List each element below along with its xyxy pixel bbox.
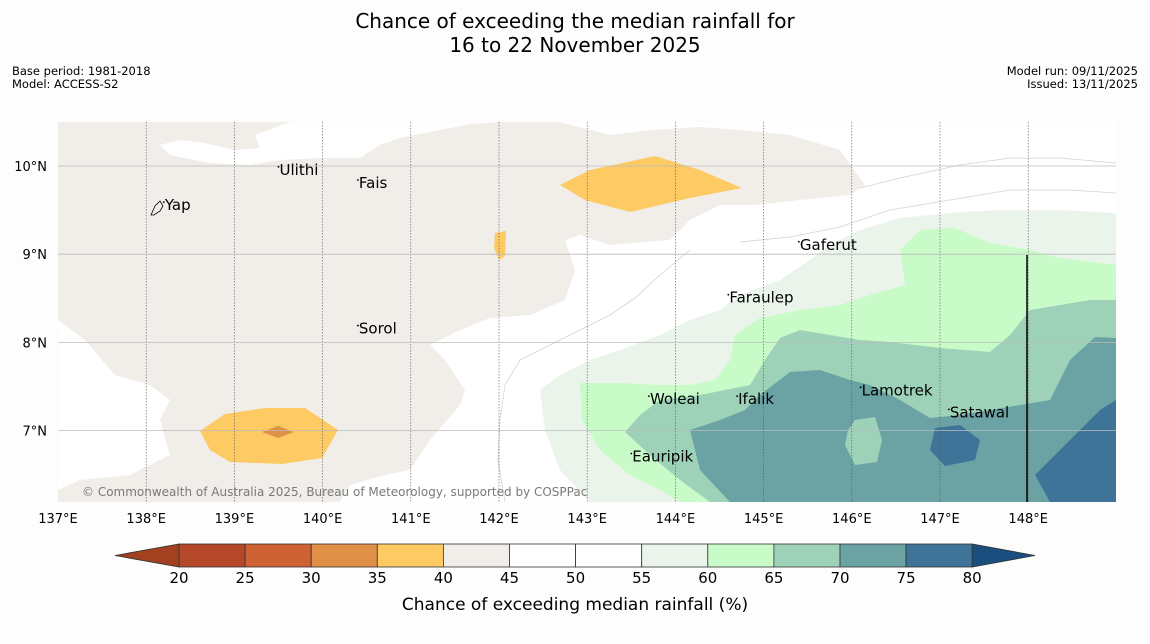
island-marker: [162, 201, 165, 204]
lon-tick-label: 140°E: [303, 512, 343, 527]
island-marker: [727, 293, 730, 296]
issued-date: Issued: 13/11/2025: [1027, 77, 1138, 91]
place-label: Sorol: [359, 320, 397, 338]
title-line-1: Chance of exceeding the median rainfall …: [355, 9, 795, 33]
lon-tick-label: 142°E: [479, 512, 519, 527]
colorbar-segment: [905, 543, 973, 568]
island-marker: [736, 395, 739, 398]
meta-right: Model run: 09/11/2025 Issued: 13/11/2025: [1007, 65, 1138, 91]
contour-45-50: [58, 122, 865, 502]
contour-65-70-pocket: [845, 417, 882, 465]
place-label: Gaferut: [800, 236, 857, 254]
colorbar-extend-high: [971, 543, 1036, 568]
island-marker: [648, 395, 650, 398]
model-run: Model run: 09/11/2025: [1006, 64, 1138, 78]
place-labels: Yap Ulithi Fais Gaferut Faraulep Sorol Lamotre…: [150, 161, 1009, 465]
lon-tick-label: 145°E: [744, 512, 784, 527]
contour-75-80: [930, 400, 1116, 502]
colorbar-tick-label: 35: [368, 569, 387, 587]
title-line-2: 16 to 22 November 2025: [449, 33, 701, 57]
colorbar-segment: [509, 543, 576, 568]
axis-ticks: 137°E 138°E 139°E 140°E 141°E 142°E 143°E 144°E…: [14, 160, 1048, 527]
colorbar-segment: [376, 543, 444, 568]
place-label: Woleai: [650, 390, 700, 408]
colorbar: 20 25 30 35 40 45 50 55 60 65 70 75 80: [114, 543, 1036, 587]
colorbar-segment: [707, 543, 775, 568]
lon-tick-label: 146°E: [832, 512, 872, 527]
chart-title: Chance of exceeding the median rainfall …: [0, 9, 1150, 57]
colorbar-tick-label: 75: [897, 569, 916, 587]
place-label: Fais: [359, 174, 388, 192]
island-marker: [356, 179, 359, 181]
colorbar-tick-label: 65: [764, 569, 783, 587]
colorbar-label: Chance of exceeding median rainfall (%): [402, 595, 748, 615]
lat-tick-label: 8°N: [23, 336, 48, 351]
contour-outline-south: [739, 189, 1116, 243]
model-name: Model: ACCESS-S2: [12, 77, 119, 91]
map-panel: © Commonwealth of Australia 2025, Bureau…: [58, 122, 1116, 502]
colorbar-tick-label: 50: [566, 569, 585, 587]
contour-35-40-north: [560, 156, 742, 212]
island-marker: [947, 408, 950, 411]
place-label: Ulithi: [280, 161, 319, 179]
colorbar-segment: [442, 543, 510, 568]
copyright-notice: © Commonwealth of Australia 2025, Bureau…: [82, 485, 587, 499]
place-label: Lamotrek: [862, 381, 933, 399]
place-label: Eauripik: [632, 447, 693, 465]
island-marker: [859, 386, 862, 389]
colorbar-tick-label: 80: [963, 569, 982, 587]
colorbar-segment: [310, 543, 378, 568]
rainfall-contours: [58, 122, 1116, 502]
contour-outline-north: [859, 157, 1116, 189]
lon-tick-label: 141°E: [391, 512, 431, 527]
gridlines: [58, 122, 1116, 502]
colorbar-segment: [839, 543, 907, 568]
island-marker: [356, 324, 359, 327]
meta-left: Base period: 1981-2018 Model: ACCESS-S2: [12, 65, 151, 91]
colorbar-tick-label: 70: [830, 569, 849, 587]
island-marker: [797, 240, 800, 243]
place-label: Ifalik: [738, 390, 774, 408]
lon-tick-label: 147°E: [920, 512, 960, 527]
lon-tick-label: 143°E: [567, 512, 607, 527]
lon-tick-label: 138°E: [126, 512, 166, 527]
place-label: Yap: [164, 196, 191, 214]
colorbar-tick-label: 40: [434, 569, 453, 587]
colorbar-tick-label: 45: [500, 569, 519, 587]
colorbar-segment: [575, 543, 643, 568]
lon-tick-label: 137°E: [38, 512, 78, 527]
yap-island-outline: [150, 200, 164, 216]
colorbar-tick-label: 20: [169, 569, 188, 587]
colorbar-segment: [773, 543, 841, 568]
contour-35-40-small: [494, 231, 506, 260]
lat-tick-label: 7°N: [23, 425, 48, 440]
contour-30-35-spot: [262, 426, 294, 438]
place-label: Satawal: [950, 403, 1009, 421]
lon-tick-label: 144°E: [656, 512, 696, 527]
contour-outline-west: [497, 249, 691, 502]
colorbar-tick-label: 60: [698, 569, 717, 587]
base-period: Base period: 1981-2018: [12, 64, 151, 78]
colorbar-segment: [244, 543, 312, 568]
colorbar-extend-low: [114, 543, 180, 568]
colorbar-segment: [178, 543, 246, 568]
contour-70-75: [690, 337, 1116, 502]
island-marker: [277, 165, 280, 168]
island-marker: [630, 452, 633, 455]
lon-tick-label: 148°E: [1008, 512, 1048, 527]
colorbar-tick-label: 30: [302, 569, 321, 587]
lat-tick-label: 9°N: [23, 248, 48, 263]
lat-tick-label: 10°N: [14, 160, 47, 175]
place-label: Faraulep: [729, 289, 793, 307]
colorbar-tick-label: 25: [236, 569, 255, 587]
lon-tick-label: 139°E: [215, 512, 255, 527]
colorbar-tick-label: 55: [632, 569, 651, 587]
colorbar-segment: [641, 543, 709, 568]
